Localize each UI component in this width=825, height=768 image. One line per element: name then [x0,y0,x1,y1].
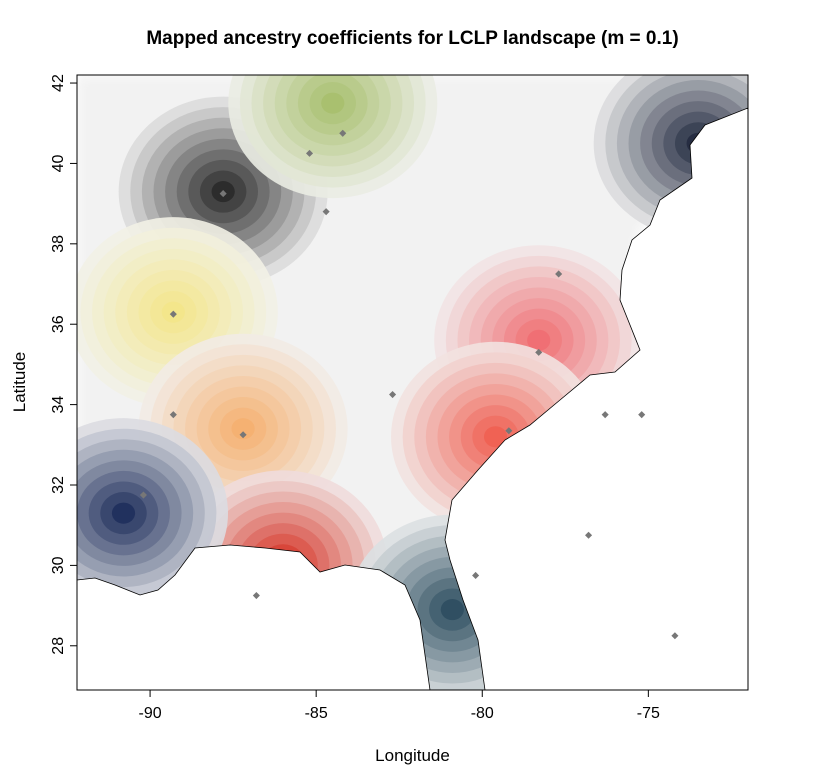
ocean-atlantic [444,107,748,690]
plot-frame [76,74,749,691]
x-tick-label: -90 [139,705,162,722]
sample-point [339,129,347,137]
sample-points [139,129,679,640]
chart-title: Mapped ancestry coefficients for LCLP la… [146,28,679,49]
y-tick-label: 32 [50,476,67,494]
sample-point [671,632,679,640]
y-tick-label: 38 [50,235,67,253]
sample-point [219,190,227,198]
x-tick-label: -85 [305,705,328,722]
x-axis-label: Longitude [375,746,450,765]
x-tick-label: -80 [471,705,494,722]
sample-point [601,411,609,419]
sample-point [239,431,247,439]
ocean-gulf [77,544,431,690]
sample-point [169,310,177,318]
y-tick-label: 42 [50,74,67,92]
sample-point [535,348,543,356]
sample-point [139,491,147,499]
sample-point [322,208,330,216]
x-tick-label: -75 [637,705,660,722]
sample-point [169,411,177,419]
sample-point [585,531,593,539]
x-axis: -90 -85 -80 -75 [139,690,660,722]
sample-point [305,149,314,157]
y-tick-label: 30 [50,556,67,574]
y-tick-label: 40 [50,154,67,172]
sample-point [389,391,397,399]
y-tick-label: 36 [50,315,67,333]
y-tick-label: 28 [50,637,67,655]
plot-region [77,75,748,690]
y-tick-label: 34 [50,396,67,414]
sample-point [638,411,646,419]
y-axis: 28 30 32 34 36 38 40 42 [50,74,77,655]
sample-point [472,571,480,579]
cluster-field-navy [77,418,228,609]
sample-point [505,427,513,435]
cluster-field-olive [228,75,438,199]
y-axis-label: Latitude [10,351,29,413]
sample-point [555,270,563,278]
